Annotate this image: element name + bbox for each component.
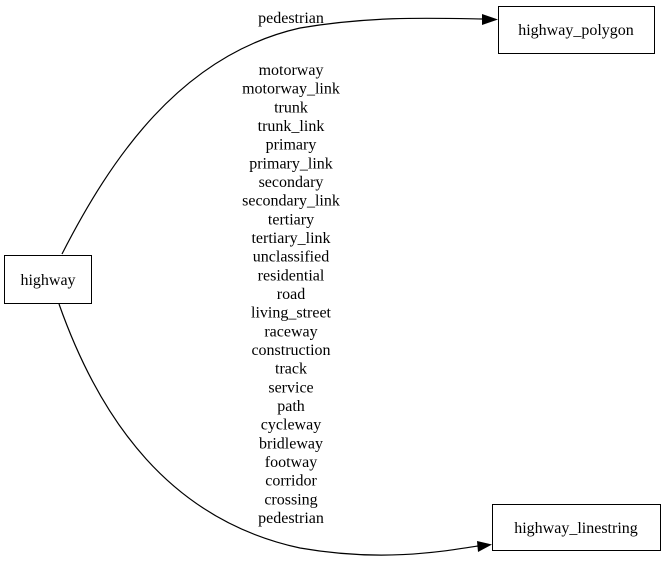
- edge-linestring-label: pedestrian: [258, 510, 324, 527]
- node-highway-polygon[interactable]: highway_polygon: [498, 6, 655, 54]
- node-highway-linestring-label: highway_linestring: [514, 520, 638, 537]
- edge-linestring-label: unclassified: [253, 249, 329, 266]
- edge-linestring-label: living_street: [251, 305, 332, 322]
- node-highway-polygon-box: [498, 6, 655, 54]
- edge-linestring-label: secondary_link: [242, 193, 340, 210]
- edge-linestring-label: track: [275, 361, 307, 378]
- node-highway-polygon-label: highway_polygon: [518, 22, 634, 39]
- edge-linestring-label: crossing: [264, 491, 317, 508]
- arrowhead-icon: [482, 14, 498, 25]
- edge-linestring-label: construction: [251, 342, 330, 359]
- edge-linestring-label: service: [268, 379, 313, 396]
- edge-linestring-label: motorway_link: [242, 81, 340, 98]
- edge-linestring-label: motorway: [259, 62, 324, 79]
- node-highway-box: [4, 255, 92, 304]
- edge-linestring-label: footway: [265, 454, 317, 471]
- edge-highway-to-polygon: pedestrian: [61, 10, 498, 255]
- node-highway-linestring[interactable]: highway_linestring: [492, 504, 661, 551]
- node-highway-label: highway: [20, 272, 75, 289]
- edge-linestring-line: [58, 303, 479, 556]
- edge-linestring-label: primary_link: [249, 155, 333, 172]
- edge-linestring-label: road: [277, 286, 305, 303]
- edge-linestring-label: cycleway: [261, 417, 321, 434]
- node-highway-linestring-box: [492, 504, 661, 551]
- edge-linestring-label: corridor: [265, 473, 317, 490]
- edge-linestring-label: path: [277, 398, 305, 415]
- edge-linestring-label: residential: [258, 267, 325, 284]
- edge-linestring-label: secondary: [259, 174, 324, 191]
- arrowhead-icon: [477, 541, 492, 552]
- edge-linestring-label: raceway: [264, 323, 317, 340]
- edge-linestring-label: bridleway: [259, 435, 323, 452]
- node-highway[interactable]: highway: [4, 255, 92, 304]
- edge-linestring-label: primary: [266, 137, 317, 154]
- edge-polygon-line: [61, 17, 483, 255]
- edge-linestring-label: trunk_link: [258, 118, 325, 135]
- edge-linestring-label: tertiary: [268, 211, 314, 228]
- edge-linestring-label: trunk: [274, 99, 308, 116]
- edge-linestring-label: tertiary_link: [251, 230, 330, 247]
- edge-polygon-label: pedestrian: [258, 10, 324, 27]
